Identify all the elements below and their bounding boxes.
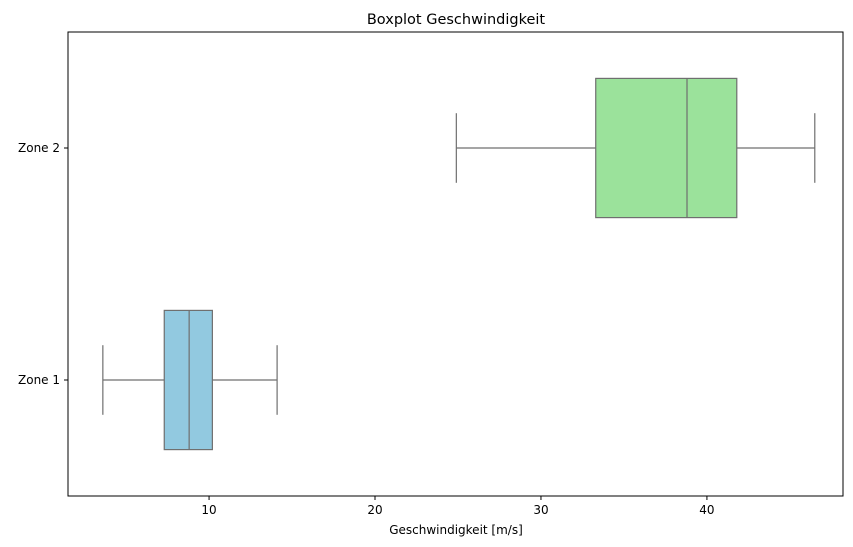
box-group-zone-2 (455, 77, 816, 219)
plot-area: Zone 1 Zone 2 10 20 30 40 (18, 77, 816, 517)
x-axis-label: Geschwindigkeit [m/s] (389, 523, 523, 537)
x-tick-label: 10 (201, 503, 216, 517)
y-tick-label: Zone 2 (18, 141, 60, 155)
x-tick-label: 40 (699, 503, 714, 517)
y-tick-label: Zone 1 (18, 373, 60, 387)
box-iqr (163, 309, 213, 451)
chart-title: Boxplot Geschwindigkeit (367, 12, 546, 28)
axes-frame (67, 31, 844, 497)
x-tick-label: 30 (533, 503, 548, 517)
x-tick-label: 20 (367, 503, 382, 517)
box-group-zone-1 (102, 309, 278, 451)
box-iqr (595, 77, 738, 219)
